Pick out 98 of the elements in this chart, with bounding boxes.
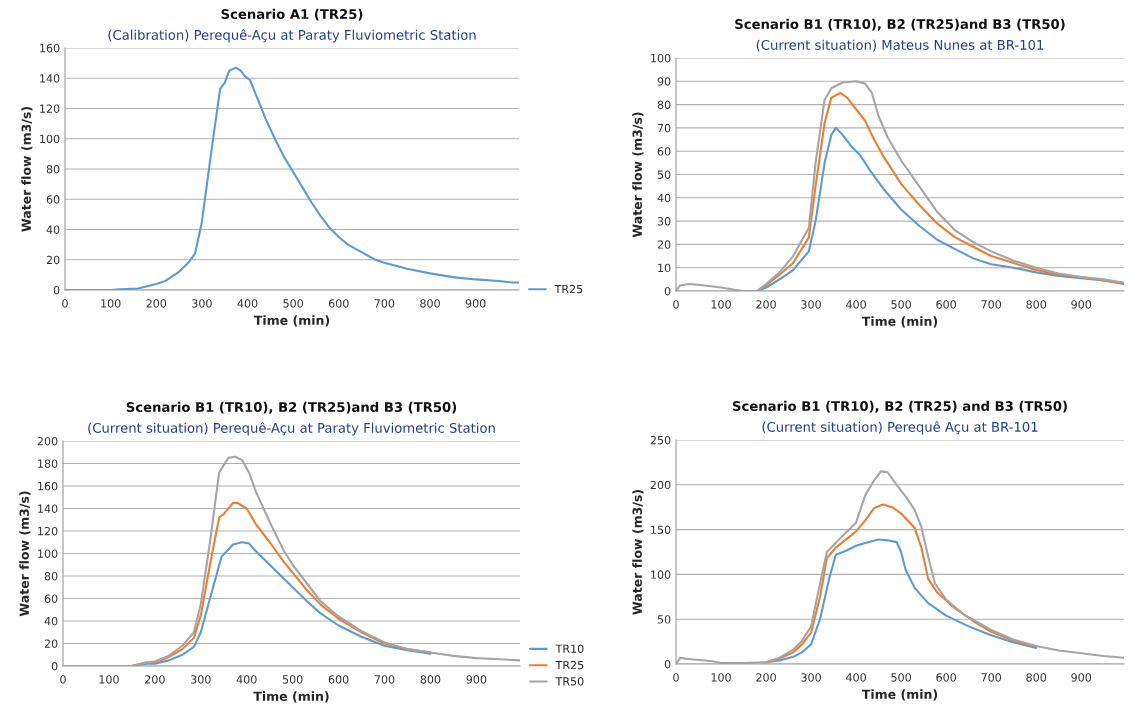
legend-label: TR25 xyxy=(554,284,583,294)
x-tick-label: 0 xyxy=(60,675,66,684)
chart-title: Scenario A1 (TR25) xyxy=(221,8,363,21)
x-tick-label: 900 xyxy=(466,675,487,684)
y-tick-label: 20 xyxy=(44,639,58,648)
y-tick-label: 80 xyxy=(657,100,671,109)
chart-title: Scenario B1 (TR10), B2 (TR25)and B3 (TR50) xyxy=(126,401,457,414)
y-tick-label: 140 xyxy=(40,74,60,83)
y-tick-label: 150 xyxy=(651,525,671,534)
x-tick-label: 800 xyxy=(1026,300,1047,309)
y-tick-label: 10 xyxy=(658,263,671,273)
legend-label: TR25 xyxy=(555,660,584,670)
x-axis-title: Time (min) xyxy=(861,689,938,701)
x-tick-label: 600 xyxy=(328,675,349,684)
x-tick-label: 700 xyxy=(981,673,1002,682)
chart-title: Scenario B1 (TR10), B2 (TR25)and B3 (TR50) xyxy=(735,18,1065,31)
x-tick-label: 600 xyxy=(936,300,957,309)
x-tick-label: 900 xyxy=(1071,300,1092,309)
y-tick-label: 90 xyxy=(657,77,671,86)
x-tick-label: 700 xyxy=(374,675,395,684)
chart-subtitle: (Calibration) Perequê-Açu at Paraty Fluviometric Station xyxy=(108,29,476,43)
y-tick-label: 60 xyxy=(44,594,58,603)
chart-title: Scenario B1 (TR10), B2 (TR25) and B3 (TR50) xyxy=(732,400,1067,413)
x-tick-label: 100 xyxy=(711,300,731,309)
x-tick-label: 900 xyxy=(1071,673,1092,682)
x-axis-title: Time (min) xyxy=(253,315,330,327)
y-tick-label: 0 xyxy=(51,661,58,671)
y-tick-label: 40 xyxy=(44,616,58,626)
x-tick-label: 500 xyxy=(891,300,911,309)
x-tick-label: 800 xyxy=(1026,673,1047,682)
y-tick-label: 20 xyxy=(657,240,671,249)
x-tick-label: 0 xyxy=(62,299,68,308)
y-axis-title: Water flow (m3/s) xyxy=(21,107,33,232)
y-tick-label: 160 xyxy=(38,481,58,491)
y-tick-label: 0 xyxy=(53,285,60,295)
y-tick-label: 50 xyxy=(657,615,671,624)
x-tick-label: 0 xyxy=(673,300,679,309)
y-tick-label: 80 xyxy=(46,164,60,174)
x-tick-label: 600 xyxy=(328,299,349,308)
x-tick-label: 500 xyxy=(891,673,911,682)
x-tick-label: 800 xyxy=(420,299,440,308)
x-tick-label: 200 xyxy=(146,299,167,308)
y-tick-label: 250 xyxy=(650,435,671,445)
y-tick-label: 60 xyxy=(46,195,60,204)
x-tick-label: 100 xyxy=(711,673,731,682)
x-tick-label: 200 xyxy=(756,673,776,682)
x-tick-label: 200 xyxy=(756,300,776,309)
x-tick-label: 400 xyxy=(846,673,866,682)
x-axis-title: Time (min) xyxy=(253,691,329,703)
y-tick-label: 100 xyxy=(651,570,671,579)
x-tick-label: 600 xyxy=(936,673,957,682)
y-tick-label: 180 xyxy=(38,459,58,468)
y-tick-label: 120 xyxy=(40,104,60,113)
y-tick-label: 100 xyxy=(38,549,58,558)
chart-subtitle: (Current situation) Perequê Açu at BR-101 xyxy=(762,421,1038,435)
chart-subtitle: (Current situation) Perequê-Açu at Paraty Fluviometric Station xyxy=(88,422,495,436)
y-tick-label: 140 xyxy=(38,504,58,513)
x-tick-label: 200 xyxy=(145,675,165,684)
x-tick-label: 0 xyxy=(673,673,679,682)
x-tick-label: 800 xyxy=(420,675,441,684)
x-axis-title: Time (min) xyxy=(861,316,938,328)
y-tick-label: 200 xyxy=(650,480,671,490)
legend-label: TR50 xyxy=(555,677,584,686)
y-tick-label: 100 xyxy=(40,134,60,144)
x-tick-label: 900 xyxy=(465,299,486,308)
x-tick-label: 500 xyxy=(282,675,303,684)
y-tick-label: 80 xyxy=(44,571,58,581)
y-axis-title: Water flow (m3/s) xyxy=(632,490,644,615)
y-tick-label: 0 xyxy=(664,659,671,669)
y-tick-label: 100 xyxy=(651,53,671,63)
x-tick-label: 400 xyxy=(846,300,866,309)
y-tick-label: 120 xyxy=(38,526,58,536)
y-tick-label: 200 xyxy=(37,436,58,446)
x-tick-label: 300 xyxy=(801,673,821,682)
chart-subtitle: (Current situation) Mateus Nunes at BR-101 xyxy=(756,39,1044,52)
y-tick-label: 40 xyxy=(46,225,60,234)
y-axis-title: Water flow (m3/s) xyxy=(632,112,644,238)
x-tick-label: 700 xyxy=(981,300,1002,309)
x-tick-label: 300 xyxy=(801,300,821,309)
y-tick-label: 70 xyxy=(657,123,671,133)
y-tick-label: 60 xyxy=(657,147,671,156)
x-tick-label: 100 xyxy=(101,299,121,308)
x-tick-label: 500 xyxy=(283,299,304,308)
y-tick-label: 0 xyxy=(664,286,671,296)
x-tick-label: 300 xyxy=(192,299,212,308)
x-tick-label: 400 xyxy=(236,675,257,684)
x-tick-label: 100 xyxy=(99,675,119,684)
y-axis-title: Water flow (m3/s) xyxy=(19,491,31,617)
y-tick-label: 50 xyxy=(657,170,671,179)
y-tick-label: 40 xyxy=(657,193,671,203)
y-tick-label: 20 xyxy=(46,255,60,265)
legend-label: TR10 xyxy=(555,644,584,653)
x-tick-label: 700 xyxy=(374,299,395,308)
x-tick-label: 400 xyxy=(237,299,258,308)
x-tick-label: 300 xyxy=(191,675,211,684)
y-tick-label: 30 xyxy=(657,217,671,226)
line-series xyxy=(765,503,1038,664)
y-tick-label: 160 xyxy=(40,43,60,53)
